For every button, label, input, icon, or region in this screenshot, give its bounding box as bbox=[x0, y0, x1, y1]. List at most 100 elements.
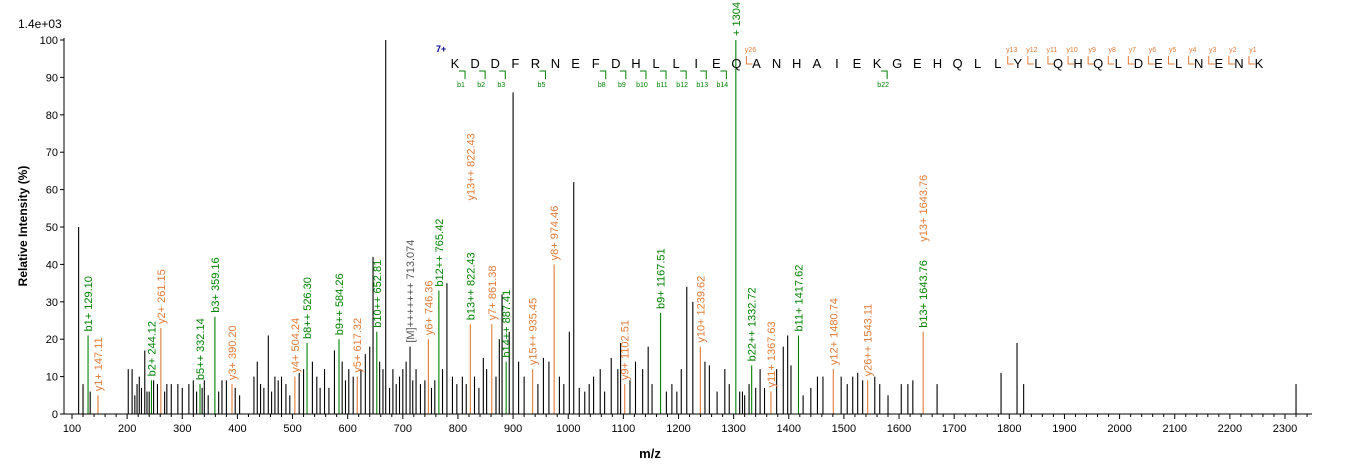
x-tick-label: 200 bbox=[118, 423, 136, 435]
y-ion-label: y13 bbox=[1006, 47, 1017, 54]
y-tick-label: 40 bbox=[46, 259, 58, 271]
b-ion-bracket bbox=[700, 70, 707, 79]
y-tick-label: 100 bbox=[40, 35, 58, 47]
b-ion-label: b10 bbox=[636, 82, 648, 89]
sequence-residue: L bbox=[1034, 56, 1041, 71]
x-tick-label: 700 bbox=[394, 423, 412, 435]
peak-annotation-label: y8+ 974.46 bbox=[549, 206, 561, 261]
y-tick-label: 70 bbox=[46, 147, 58, 159]
x-tick-label: 2000 bbox=[1107, 423, 1131, 435]
sequence-residue: N bbox=[772, 56, 781, 71]
peak-annotation-label: b12++ 765.42 bbox=[434, 219, 446, 287]
peak-annotation-label: b13+ 1643.76 bbox=[918, 260, 930, 328]
b-ion-label: b22 bbox=[877, 82, 889, 89]
sequence-residue: E bbox=[913, 56, 922, 71]
b-ion-label: b14 bbox=[717, 82, 729, 89]
b-ion-bracket bbox=[680, 70, 687, 79]
y-ion-label: y6 bbox=[1149, 47, 1157, 54]
x-tick-label: 500 bbox=[283, 423, 301, 435]
b-ion-bracket bbox=[479, 70, 486, 79]
sequence-residue: E bbox=[853, 56, 862, 71]
b-ion-bracket bbox=[599, 70, 607, 79]
peak-annotation-label: y12+ 1480.74 bbox=[828, 298, 840, 365]
y-ion-bracket bbox=[1087, 56, 1095, 65]
b-ion-label: b13 bbox=[696, 82, 708, 89]
y-tick-label: 60 bbox=[46, 185, 58, 197]
y-tick-label: 90 bbox=[46, 72, 58, 84]
peak-annotation-label: y7+ 861.38 bbox=[487, 265, 499, 320]
peak-annotation-label: + 1304 bbox=[731, 2, 743, 36]
sequence-residue: F bbox=[511, 56, 519, 71]
sequence-residue: L bbox=[974, 56, 981, 71]
sequence-residue: L bbox=[652, 56, 659, 71]
sequence-residue: H bbox=[933, 56, 942, 71]
x-tick-label: 1600 bbox=[887, 423, 911, 435]
charge-state-label: 7+ bbox=[436, 44, 446, 54]
x-tick-label: 900 bbox=[504, 423, 522, 435]
b-ion-label: b1 bbox=[457, 82, 465, 89]
y-tick-label: 80 bbox=[46, 110, 58, 122]
peak-annotation-label: y9+ 1102.51 bbox=[620, 320, 632, 380]
peak-annotation-label: b13++ 822.43 bbox=[465, 252, 477, 320]
x-tick-label: 2200 bbox=[1218, 423, 1242, 435]
x-tick-label: 100 bbox=[63, 423, 81, 435]
sequence-residue: F bbox=[592, 56, 600, 71]
b-ion-bracket bbox=[539, 70, 546, 79]
sequence-residue: E bbox=[712, 56, 721, 71]
x-tick-label: 1700 bbox=[942, 423, 966, 435]
x-tick-label: 1800 bbox=[997, 423, 1021, 435]
x-tick-label: 600 bbox=[339, 423, 357, 435]
y-ion-bracket bbox=[1228, 56, 1235, 65]
sequence-residue: R bbox=[531, 56, 540, 71]
y-tick-label: 30 bbox=[46, 297, 58, 309]
b-ion-label: b11 bbox=[656, 82, 667, 89]
sequence-residue: D bbox=[470, 56, 479, 71]
b-ion-bracket bbox=[459, 70, 466, 79]
sequence-residue: Q bbox=[1053, 56, 1063, 71]
sequence-residue: H bbox=[1073, 56, 1082, 71]
sequence-residue: I bbox=[694, 56, 698, 71]
sequence-residue: H bbox=[631, 56, 640, 71]
sequence-residue: Q bbox=[952, 56, 962, 71]
y-ion-bracket bbox=[1248, 56, 1255, 65]
sequence-residue: L bbox=[672, 56, 679, 71]
sequence-residue: N bbox=[551, 56, 560, 71]
sequence-residue: L bbox=[994, 56, 1001, 71]
sequence-residue: L bbox=[1175, 56, 1182, 71]
peak-annotation-label: b3+ 359.16 bbox=[210, 257, 222, 312]
x-tick-label: 1200 bbox=[666, 423, 690, 435]
sequence-residue: N bbox=[1234, 56, 1243, 71]
sequence-residue: G bbox=[892, 56, 902, 71]
y-ion-bracket bbox=[1188, 56, 1195, 65]
peak-annotation-label: b9++ 584.26 bbox=[334, 273, 346, 335]
peak-annotation-label: b10++ 652.81 bbox=[372, 260, 384, 328]
y-ion-bracket bbox=[1107, 56, 1115, 65]
x-tick-label: 300 bbox=[173, 423, 191, 435]
sequence-residue: K bbox=[1255, 56, 1264, 71]
peak-annotation-label: b22++ 1332.72 bbox=[747, 287, 759, 361]
peak-annotation-label: b5++ 332.14 bbox=[195, 318, 207, 380]
b-ion-bracket bbox=[499, 70, 506, 79]
peak-annotation-label: y3+ 390.20 bbox=[227, 325, 239, 380]
y-ion-bracket bbox=[1067, 56, 1075, 65]
y-tick-label: 20 bbox=[46, 334, 58, 346]
b-ion-bracket bbox=[881, 70, 888, 79]
y-ion-label: y3 bbox=[1209, 47, 1217, 54]
y-tick-label: 50 bbox=[46, 222, 58, 234]
peak-annotation-label: b9+ 1167.51 bbox=[656, 248, 668, 309]
sequence-residue: I bbox=[835, 56, 839, 71]
peak-annotation-label: y11+ 1367.63 bbox=[766, 321, 778, 387]
b-ion-label: b9 bbox=[618, 82, 626, 89]
y-ion-bracket bbox=[1208, 56, 1215, 65]
sequence-residue: Q bbox=[731, 56, 741, 71]
sequence-residue: D bbox=[611, 56, 620, 71]
y-ion-label: y26 bbox=[745, 47, 756, 54]
b-ion-label: b8 bbox=[598, 82, 606, 89]
y-tick-label: 10 bbox=[46, 372, 58, 384]
y-ion-label: y10 bbox=[1066, 47, 1077, 54]
peak-annotation-label: y26++ 1543.11 bbox=[863, 304, 875, 377]
peak-annotation-label: y4+ 504.24 bbox=[290, 318, 302, 373]
sequence-residue: Y bbox=[1013, 56, 1022, 71]
